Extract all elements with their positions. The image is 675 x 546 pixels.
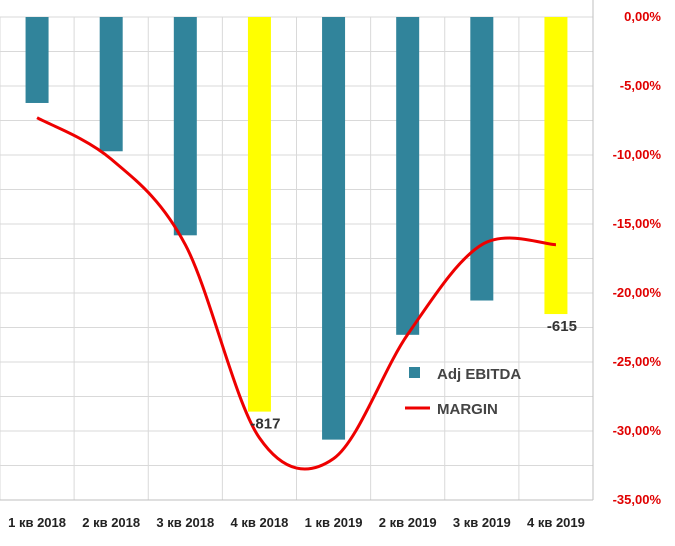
x-axis-tick-label: 4 кв 2019 [527,515,585,530]
bar-2 [99,17,123,152]
bar-3 [173,17,197,236]
x-axis-tick-label: 1 кв 2019 [305,515,363,530]
right-axis-tick-label: -35,00% [613,492,662,507]
x-axis-tick-label: 3 кв 2019 [453,515,511,530]
bars-adj-ebitda [25,17,568,440]
legend-label-adj-ebitda: Adj EBITDA [437,366,521,383]
x-axis-tick-label: 2 кв 2018 [82,515,140,530]
right-axis-tick-label: -5,00% [620,78,662,93]
data-labels: -817 -615 [250,318,577,433]
legend-swatch-adj-ebitda [409,367,420,378]
right-axis-tick-label: -15,00% [613,216,662,231]
bar-1 [25,17,49,103]
bar-4 [247,17,271,412]
x-axis-tick-label: 2 кв 2019 [379,515,437,530]
x-axis-ticks: 1 кв 2018 2 кв 2018 3 кв 2018 4 кв 2018 1 кв… [8,515,585,530]
right-axis-tick-label: -20,00% [613,285,662,300]
margin-line-path [36,116,557,471]
gridlines [0,0,594,501]
x-axis-tick-label: 3 кв 2018 [156,515,214,530]
right-axis-tick-label: -10,00% [613,147,662,162]
right-axis-tick-label: -30,00% [613,423,662,438]
x-axis-tick-label: 4 кв 2018 [231,515,289,530]
legend: Adj EBITDA MARGIN [405,366,521,418]
bar-5 [322,17,346,440]
right-axis-tick-label: -25,00% [613,354,662,369]
bar-7 [470,17,494,301]
line-margin [36,116,557,471]
bar-6 [396,17,420,335]
data-label-8: -615 [547,318,577,335]
x-axis-tick-label: 1 кв 2018 [8,515,66,530]
data-label-4: -817 [250,416,280,433]
bar-8 [544,17,568,315]
right-axis-tick-label: 0,00% [624,9,661,24]
right-axis-ticks: 0,00% -5,00% -10,00% -15,00% -20,00% -25,00% -… [613,9,662,507]
legend-label-margin: MARGIN [437,401,498,418]
